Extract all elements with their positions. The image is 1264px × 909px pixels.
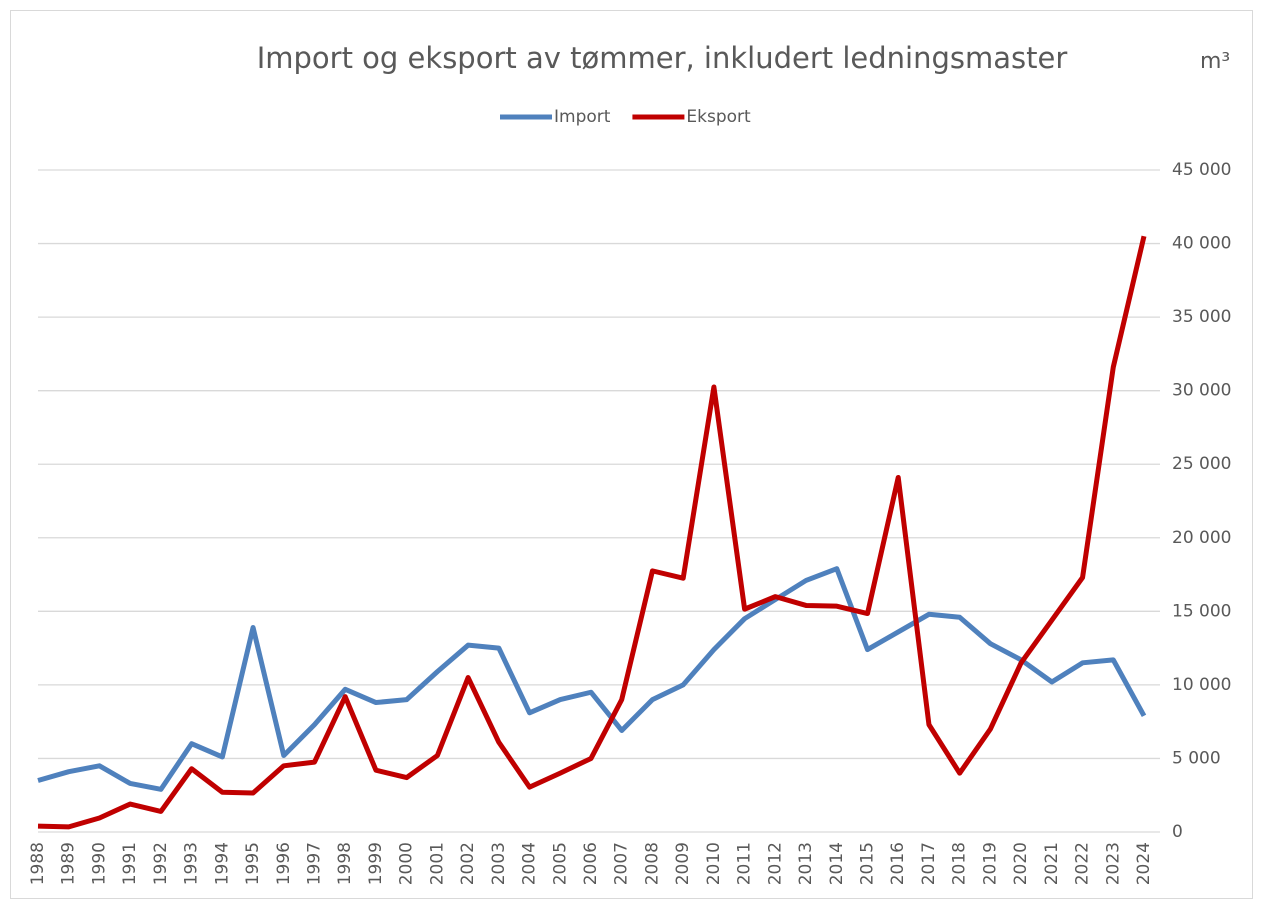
x-tick-label: 2014 [827, 842, 847, 885]
x-tick-label: 1993 [182, 842, 202, 885]
x-tick-label: 1996 [274, 842, 294, 885]
chart-title: Import og eksport av tømmer, inkludert l… [257, 41, 1068, 75]
x-tick-label: 1994 [212, 842, 232, 885]
x-tick-label: 1995 [243, 842, 263, 885]
y-tick-label: 10 000 [1172, 675, 1231, 695]
y-tick-label: 45 000 [1172, 160, 1231, 180]
legend-label: Import [554, 107, 611, 127]
x-tick-label: 2022 [1073, 842, 1093, 885]
y-tick-label: 15 000 [1172, 601, 1231, 621]
x-tick-label: 1990 [89, 842, 109, 885]
x-tick-label: 1997 [305, 842, 325, 885]
x-tick-label: 2010 [704, 842, 724, 885]
x-tick-label: 2023 [1103, 842, 1123, 885]
x-tick-label: 2011 [735, 842, 755, 885]
y-tick-label: 5 000 [1172, 748, 1221, 768]
series-line [37, 235, 1147, 830]
x-tick-label: 2024 [1134, 842, 1154, 885]
y-tick-label: 35 000 [1172, 307, 1231, 327]
y-tick-label: 20 000 [1172, 528, 1231, 548]
x-tick-label: 2013 [796, 842, 816, 885]
x-tick-label: 2019 [980, 842, 1000, 885]
x-tick-label: 2017 [919, 842, 939, 885]
x-tick-label: 2004 [520, 842, 540, 885]
x-tick-label: 2016 [888, 842, 908, 885]
x-tick-label: 2018 [950, 842, 970, 885]
unit-label: m³ [1200, 49, 1230, 74]
x-tick-label: 1992 [151, 842, 171, 885]
y-tick-label: 40 000 [1172, 234, 1231, 254]
x-tick-label: 2009 [673, 842, 693, 885]
x-tick-label: 2006 [581, 842, 601, 885]
x-tick-label: 2021 [1042, 842, 1062, 885]
x-tick-label: 1991 [120, 842, 140, 885]
x-tick-label: 1988 [28, 842, 48, 885]
y-tick-label: 30 000 [1172, 381, 1231, 401]
y-tick-label: 25 000 [1172, 454, 1231, 474]
x-tick-label: 2002 [458, 842, 478, 885]
x-tick-label: 2015 [858, 842, 878, 885]
x-tick-label: 2020 [1011, 842, 1031, 885]
x-tick-label: 1989 [59, 842, 79, 885]
legend-label: Eksport [686, 107, 751, 127]
x-tick-label: 2012 [765, 842, 785, 885]
x-tick-label: 2007 [612, 842, 632, 885]
x-tick-label: 2008 [642, 842, 662, 885]
x-tick-label: 2001 [427, 842, 447, 885]
y-tick-label: 0 [1172, 822, 1183, 842]
x-tick-label: 2003 [489, 842, 509, 885]
series-line [37, 566, 1147, 792]
x-tick-label: 2005 [550, 842, 570, 885]
x-tick-label: 1998 [335, 842, 355, 885]
chart-border [10, 10, 1253, 899]
x-tick-label: 1999 [366, 842, 386, 885]
x-tick-label: 2000 [397, 842, 417, 885]
